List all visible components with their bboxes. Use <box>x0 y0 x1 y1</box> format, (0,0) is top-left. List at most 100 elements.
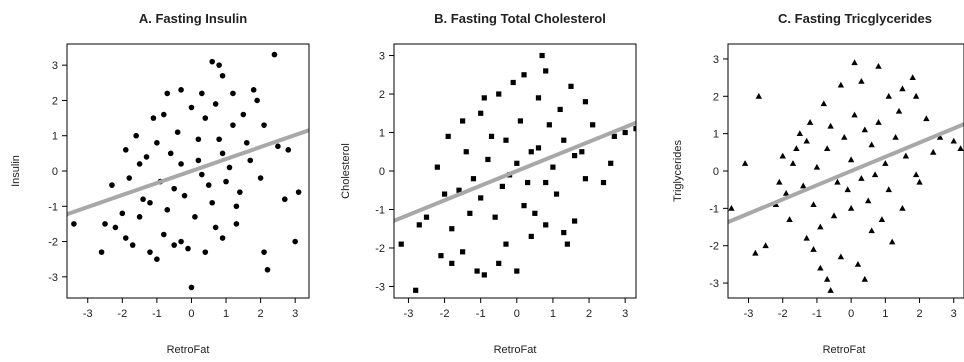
data-point <box>861 126 869 133</box>
panel-title: C. Fasting Tricglycerides <box>778 11 932 26</box>
x-tick-label: -3 <box>404 308 414 320</box>
data-point <box>463 149 469 155</box>
panel-title: B. Fasting Total Cholesterol <box>434 11 606 26</box>
data-point <box>71 221 77 227</box>
data-point <box>133 132 139 139</box>
data-point <box>202 249 209 255</box>
data-point <box>957 145 964 151</box>
data-point <box>250 87 257 93</box>
data-point <box>445 133 451 139</box>
data-point <box>209 199 215 206</box>
data-point <box>800 182 807 189</box>
data-point <box>813 163 821 170</box>
data-point <box>223 178 229 185</box>
data-point <box>271 51 278 58</box>
data-point <box>460 249 466 255</box>
data-point <box>438 253 444 259</box>
data-point <box>564 241 570 247</box>
data-point <box>423 214 430 220</box>
x-tick-label: -1 <box>476 308 486 320</box>
data-point <box>539 52 545 59</box>
data-point <box>140 196 146 203</box>
data-point <box>488 133 495 139</box>
data-point <box>230 122 236 128</box>
x-tick-label: 2 <box>258 308 264 320</box>
x-tick-label: -1 <box>812 308 822 320</box>
data-point <box>528 233 534 240</box>
data-point <box>582 176 589 182</box>
data-point <box>796 130 804 137</box>
data-point <box>102 221 108 227</box>
data-point <box>164 207 171 213</box>
data-point <box>579 149 585 155</box>
data-point <box>590 122 596 128</box>
data-point <box>810 201 817 208</box>
data-point <box>199 171 205 178</box>
data-point <box>514 160 520 166</box>
data-point <box>292 238 298 245</box>
data-point <box>793 145 800 151</box>
data-point <box>875 119 882 125</box>
y-tick-label: 2 <box>379 89 385 101</box>
data-point <box>233 221 240 227</box>
data-point <box>216 62 222 68</box>
data-point <box>803 137 810 144</box>
x-axis-label: RetroFat <box>167 344 210 356</box>
panel-title: A. Fasting Insulin <box>139 11 247 26</box>
data-point <box>521 203 527 209</box>
data-point <box>485 156 491 163</box>
y-tick-label: 1 <box>379 128 385 140</box>
data-point <box>916 178 923 185</box>
y-tick-label: -2 <box>709 241 719 253</box>
x-tick-label: 2 <box>586 308 592 320</box>
data-point <box>416 222 422 228</box>
data-point <box>219 235 226 241</box>
data-point <box>460 118 466 124</box>
data-point <box>147 199 153 206</box>
y-tick-label: -1 <box>709 203 719 215</box>
y-tick-label: -1 <box>375 204 385 216</box>
x-tick-label: 3 <box>951 308 957 320</box>
data-point <box>98 249 105 255</box>
x-axis-label: RetroFat <box>823 344 866 356</box>
data-point <box>202 115 209 121</box>
data-point <box>834 178 841 185</box>
y-tick-label: 0 <box>379 166 385 178</box>
x-tick-label: 1 <box>223 308 229 320</box>
data-point <box>136 214 143 220</box>
data-point <box>782 190 790 196</box>
data-point <box>875 63 882 69</box>
data-point <box>810 246 817 252</box>
data-point <box>254 97 260 104</box>
data-point <box>275 143 281 150</box>
data-point <box>535 95 542 101</box>
data-point <box>861 275 869 282</box>
data-point <box>847 204 855 211</box>
data-point <box>633 126 636 132</box>
data-point <box>892 133 899 140</box>
data-point <box>830 212 838 219</box>
data-point <box>257 175 264 181</box>
data-point <box>909 74 916 81</box>
data-point <box>885 186 892 193</box>
data-point <box>154 139 160 146</box>
data-point <box>496 260 502 266</box>
data-point <box>561 137 567 143</box>
data-points <box>398 52 636 293</box>
data-point <box>936 133 944 140</box>
y-axis-label: Insulin <box>10 155 22 187</box>
data-point <box>923 115 930 122</box>
data-point <box>496 91 502 97</box>
data-point <box>413 287 419 293</box>
data-point <box>449 226 455 232</box>
data-point <box>817 264 824 271</box>
x-tick-label: -3 <box>83 308 93 320</box>
data-point <box>178 238 184 245</box>
data-point <box>199 90 205 97</box>
data-point <box>837 253 845 260</box>
data-point <box>858 175 865 181</box>
data-point <box>535 145 542 151</box>
data-point <box>878 216 886 222</box>
data-point <box>181 192 188 199</box>
